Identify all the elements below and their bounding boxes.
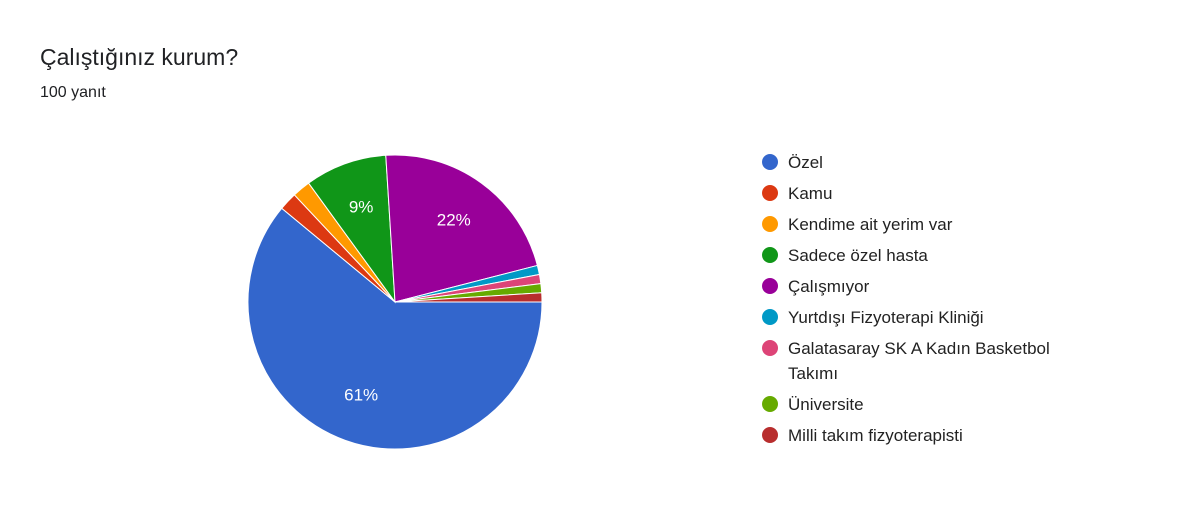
legend-swatch: [762, 278, 778, 294]
legend-swatch: [762, 247, 778, 263]
legend-item: Özel: [760, 150, 1090, 175]
legend-swatch: [762, 427, 778, 443]
chart-title: Çalıştığınız kurum?: [40, 44, 239, 70]
slice-label: 61%: [344, 386, 378, 405]
pie-slice: [394, 292, 543, 303]
legend-label: Kendime ait yerim var: [788, 215, 953, 234]
pie-slice: [247, 207, 543, 450]
legend-item: Yurtdışı Fizyoterapi Kliniği: [760, 305, 1090, 330]
legend-swatch: [762, 340, 778, 356]
legend-item: Üniversite: [760, 392, 1090, 417]
chart-subtitle: 100 yanıt: [40, 84, 106, 101]
legend-swatch: [762, 185, 778, 201]
legend-label: Çalışmıyor: [788, 277, 870, 296]
legend-item: Çalışmıyor: [760, 274, 1090, 299]
legend-item: Kendime ait yerim var: [760, 212, 1090, 237]
legend-label: Üniversite: [788, 395, 864, 414]
legend-label: Galatasaray SK A Kadın Basketbol Takımı: [788, 339, 1050, 383]
legend-label: Sadece özel hasta: [788, 246, 928, 265]
legend-label: Milli takım fizyoterapisti: [788, 426, 963, 445]
legend-item: Milli takım fizyoterapisti: [760, 423, 1090, 448]
legend-label: Özel: [788, 153, 823, 172]
legend-item: Kamu: [760, 181, 1090, 206]
legend-item: Galatasaray SK A Kadın Basketbol Takımı: [760, 336, 1090, 386]
legend: Özel Kamu Kendime ait yerim var Sadece özel…: [760, 150, 1090, 454]
legend-item: Sadece özel hasta: [760, 243, 1090, 268]
legend-swatch: [762, 154, 778, 170]
legend-swatch: [762, 396, 778, 412]
legend-label: Kamu: [788, 184, 833, 203]
pie-slice: [385, 154, 538, 303]
legend-label: Yurtdışı Fizyoterapi Kliniği: [788, 308, 984, 327]
slice-label: 22%: [437, 211, 471, 230]
slice-label: 9%: [349, 197, 374, 216]
legend-swatch: [762, 309, 778, 325]
pie-slice: [307, 154, 396, 304]
legend-swatch: [762, 216, 778, 232]
